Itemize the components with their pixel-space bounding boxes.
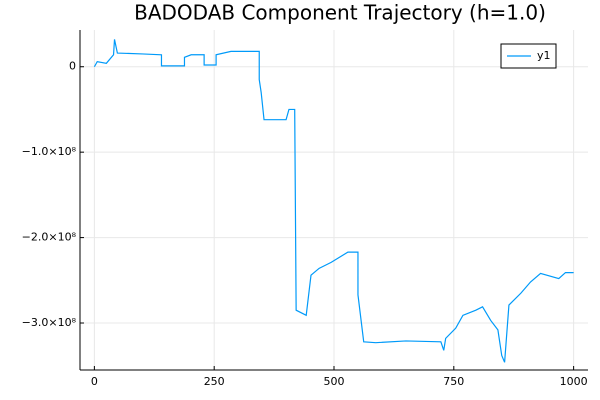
legend-label: y1 — [537, 49, 551, 62]
y-tick-label: −2.0×10⁸ — [22, 231, 77, 244]
x-tick-label: 1000 — [560, 375, 588, 388]
x-tick-label: 750 — [443, 375, 464, 388]
x-tick-label: 250 — [204, 375, 225, 388]
y-tick-label: −1.0×10⁸ — [22, 145, 77, 158]
line — [93, 39, 574, 363]
x-tick-label: 500 — [324, 375, 345, 388]
y-tick-label: −3.0×10⁸ — [22, 316, 77, 329]
y-tick-label: 0 — [69, 60, 76, 73]
x-tick-label: 0 — [91, 375, 98, 388]
chart-title: BADODAB Component Trajectory (h=1.0) — [134, 1, 546, 25]
